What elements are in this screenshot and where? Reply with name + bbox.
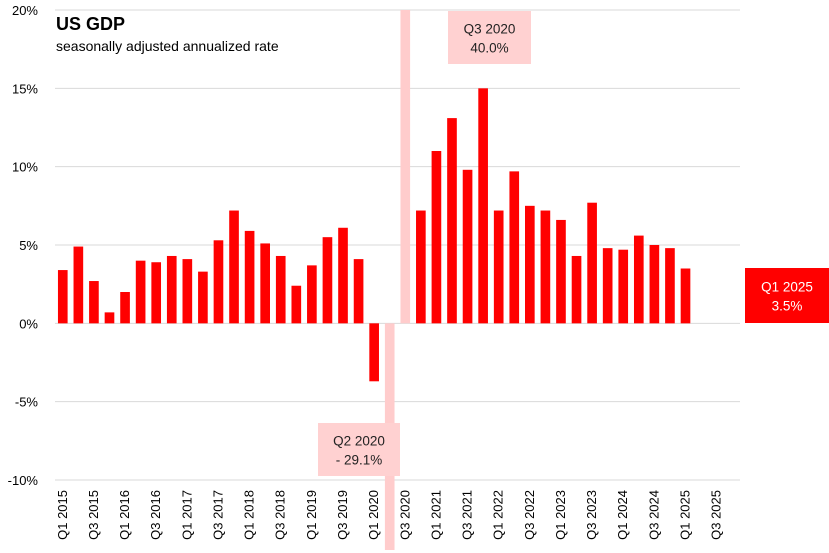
annotation-value: - 29.1% (336, 453, 383, 468)
bar (540, 210, 551, 324)
bar (649, 245, 660, 324)
x-tick-label: Q3 2022 (522, 490, 537, 540)
annotations: Q3 2020 40.0% Q2 2020 - 29.1% Q1 2025 3.5% (318, 11, 829, 476)
bar (680, 268, 691, 324)
bar (618, 249, 629, 324)
bar (338, 227, 348, 324)
bar (120, 292, 130, 324)
bar (229, 210, 239, 324)
x-axis-ticks: Q1 2015 Q3 2015 Q1 2016 Q3 2016 Q1 2017 Q3 20… (55, 490, 724, 540)
bars (57, 88, 691, 382)
x-tick-label: Q1 2021 (428, 490, 443, 540)
bar-offscale (400, 10, 411, 324)
bar (73, 246, 84, 324)
y-axis-ticks: 20% 15% 10% 5% 0% -5% -10% (8, 3, 39, 488)
bar (135, 260, 146, 324)
bar (182, 259, 193, 324)
bar (166, 255, 177, 324)
annotation-box (448, 11, 531, 64)
bar (447, 118, 457, 324)
x-tick-label: Q1 2017 (179, 490, 194, 540)
y-tick-label: 10% (12, 160, 38, 175)
x-tick-label: Q1 2025 (678, 490, 693, 540)
x-tick-label: Q3 2015 (86, 490, 101, 540)
bar (633, 235, 644, 324)
bar (307, 265, 317, 324)
bar (478, 88, 488, 324)
annotation-box (318, 423, 400, 476)
x-tick-label: Q1 2020 (366, 490, 381, 540)
bar (213, 240, 224, 324)
annotation-value: 40.0% (470, 41, 508, 56)
x-tick-label: Q1 2023 (553, 490, 568, 540)
chart-subtitle: seasonally adjusted annualized rate (56, 38, 279, 54)
x-tick-label: Q1 2018 (242, 490, 257, 540)
annotation-label: Q2 2020 (333, 434, 385, 449)
annotation-label: Q1 2025 (761, 280, 813, 295)
x-tick-label: Q1 2015 (55, 490, 70, 540)
bar (665, 248, 675, 324)
bar (602, 248, 613, 324)
bar (260, 243, 270, 324)
bar (104, 312, 115, 324)
annotation-box (745, 268, 829, 323)
bar (353, 259, 364, 324)
bar (291, 285, 302, 324)
bar (587, 202, 597, 324)
annotation-value: 3.5% (772, 299, 803, 314)
grid-lines (55, 9, 740, 481)
bar (89, 281, 99, 324)
y-tick-label: 15% (12, 81, 38, 96)
x-tick-label: Q3 2025 (709, 490, 724, 540)
x-tick-label: Q3 2016 (148, 490, 163, 540)
x-tick-label: Q1 2022 (491, 490, 506, 540)
bar (462, 169, 473, 324)
bar (416, 210, 426, 324)
bar (244, 230, 255, 324)
x-tick-label: Q3 2023 (584, 490, 599, 540)
y-tick-label: 5% (19, 238, 38, 253)
x-tick-label: Q3 2020 (397, 490, 412, 540)
y-tick-label: -10% (8, 473, 39, 488)
x-tick-label: Q3 2017 (210, 490, 225, 540)
chart-title: US GDP (56, 14, 125, 34)
bar (369, 323, 379, 382)
x-tick-label: Q1 2016 (117, 490, 132, 540)
x-tick-label: Q3 2021 (460, 490, 475, 540)
bar (509, 171, 520, 324)
bar (525, 205, 535, 324)
annotation-label: Q3 2020 (464, 22, 516, 37)
bar (322, 237, 333, 324)
x-tick-label: Q1 2024 (615, 490, 630, 540)
x-tick-label: Q3 2018 (273, 490, 288, 540)
bar (431, 151, 442, 324)
bar (556, 219, 566, 324)
bar (198, 271, 208, 324)
bar (571, 255, 582, 324)
bar (275, 255, 286, 324)
x-tick-label: Q1 2019 (304, 490, 319, 540)
y-tick-label: 20% (12, 3, 38, 18)
bar (493, 210, 504, 324)
x-tick-label: Q3 2024 (646, 490, 661, 540)
bar (57, 270, 68, 324)
y-tick-label: 0% (19, 316, 38, 331)
bar (151, 262, 162, 324)
y-tick-label: -5% (15, 395, 39, 410)
x-tick-label: Q3 2019 (335, 490, 350, 540)
